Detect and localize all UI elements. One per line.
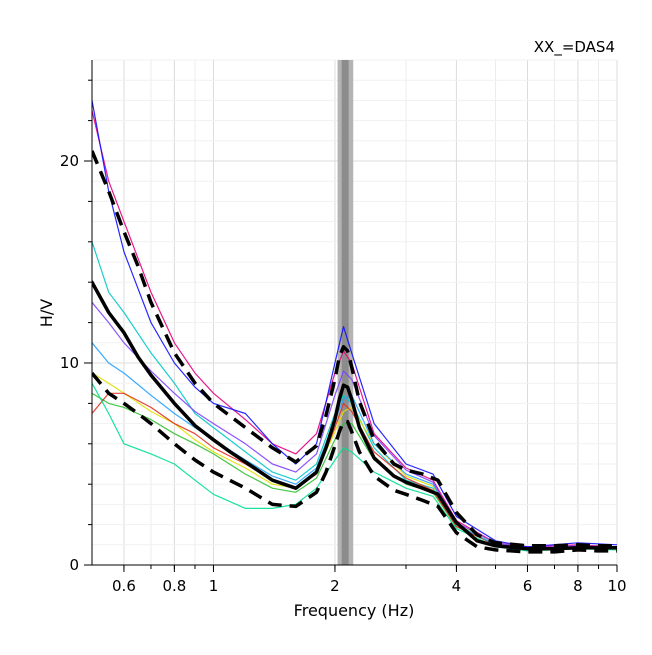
- x-tick-label: 8: [573, 577, 583, 595]
- y-tick-label: 10: [60, 354, 79, 372]
- x-tick-label: 0.6: [112, 577, 136, 595]
- x-tick-label: 0.8: [162, 577, 186, 595]
- y-axis-label: H/V: [37, 299, 56, 327]
- x-tick-label: 2: [330, 577, 340, 595]
- x-axis-label: Frequency (Hz): [294, 601, 415, 620]
- curves: [92, 99, 617, 554]
- x-tick-label: 10: [607, 577, 626, 595]
- stddev-curve: [92, 150, 617, 548]
- peak-band-f0: [341, 60, 349, 565]
- stddev-curve: [92, 371, 617, 554]
- average-curve: [92, 280, 617, 551]
- y-tick-label: 0: [69, 556, 79, 574]
- x-tick-label: 1: [209, 577, 219, 595]
- window-curve: [92, 99, 617, 548]
- peak-frequency-band: [337, 60, 354, 565]
- chart-title: XX_=DAS4: [534, 38, 615, 57]
- axes: [91, 60, 617, 566]
- ticks: 0.6 0.8 1 2 4 6 8 10 0 10 20: [60, 79, 627, 595]
- y-tick-label: 20: [60, 152, 79, 170]
- x-tick-label: 4: [452, 577, 462, 595]
- x-tick-label: 6: [523, 577, 533, 595]
